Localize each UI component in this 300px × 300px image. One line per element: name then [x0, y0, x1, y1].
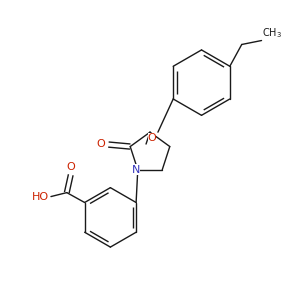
Text: O: O: [97, 139, 105, 148]
Text: HO: HO: [32, 192, 49, 202]
Text: O: O: [66, 162, 75, 172]
Text: O: O: [148, 133, 156, 143]
Text: N: N: [132, 165, 140, 175]
Text: CH$_3$: CH$_3$: [262, 26, 282, 40]
